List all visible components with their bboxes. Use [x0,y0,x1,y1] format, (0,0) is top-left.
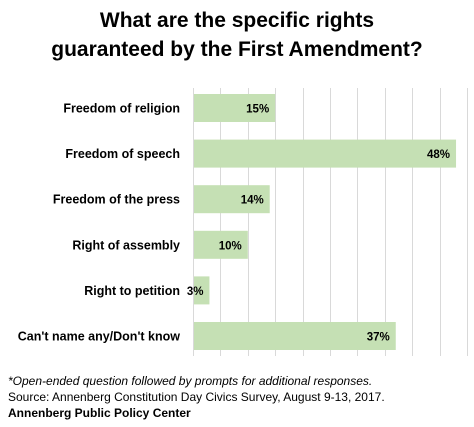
data-label: 10% [219,240,242,252]
bar [194,185,270,214]
data-label: 37% [367,332,390,344]
bar [194,276,210,305]
category-label: Freedom of the press [53,193,180,207]
category-label: Right to petition [84,284,180,298]
category-label: Freedom of speech [65,147,180,161]
chart-title-line-2: guaranteed by the First Amendment? [51,38,423,61]
chart-footer: *Open-ended question followed by prompts… [8,373,470,421]
footnote: *Open-ended question followed by prompts… [8,374,373,388]
data-label: 3% [187,286,204,298]
bar-chart: Freedom of religion 15% Freedom of speech 4… [18,88,468,356]
category-label: Can't name any/Don't know [18,330,180,344]
data-label: 15% [246,104,269,116]
category-label: Freedom of religion [63,102,180,116]
bar [194,322,396,350]
category-label: Right of assembly [72,238,180,252]
data-label: 48% [427,149,450,161]
bar [194,139,457,168]
chart-title: What are the specific rights guaranteed … [0,6,474,64]
chart-title-line-1: What are the specific rights [99,9,375,32]
source-note: Source: Annenberg Constitution Day Civic… [8,390,385,404]
bar [194,94,276,122]
organization-credit: Annenberg Public Policy Center [8,406,191,420]
data-label: 14% [241,195,264,207]
bar [194,230,248,259]
